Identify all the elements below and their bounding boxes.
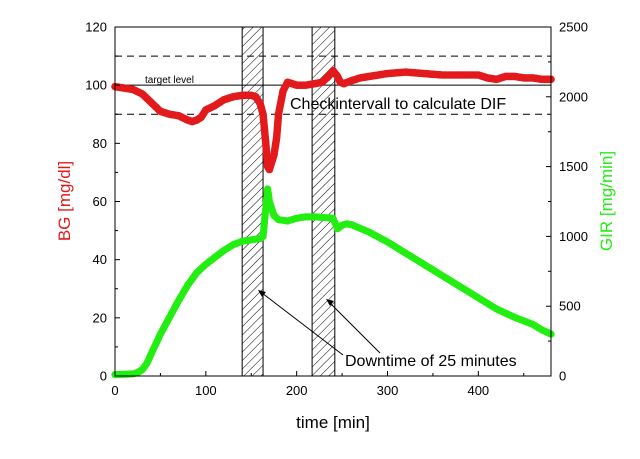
y-left-tick-label: 0 [100,369,107,384]
y-left-axis-ticks: 0 20 40 60 80 100 120 [85,20,120,384]
downtime-arrow-2 [329,302,381,354]
y-left-tick-label: 60 [93,194,107,209]
y-right-tick-label: 1500 [559,159,588,174]
x-tick-label: 100 [195,383,217,398]
y-left-tick-label: 80 [93,136,107,151]
downtime-arrow-1 [261,292,344,356]
y-right-axis-ticks: 0 500 1000 1500 2000 2500 [546,20,588,384]
reference-lines [115,55,551,115]
y-left-tick-label: 20 [93,310,107,325]
y-right-tick-label: 500 [559,299,581,314]
check-interval-annotation: Checkintervall to calculate DIF [290,96,506,113]
downtime-arrowhead-1 [258,290,266,297]
x-tick-label: 0 [111,383,118,398]
bg-series [111,66,555,174]
y-left-tick-label: 40 [93,252,107,267]
y-right-tick-label: 2000 [559,89,588,104]
x-tick-label: 300 [377,383,399,398]
x-axis-ticks: 0 100 200 300 400 [111,371,525,398]
y-left-axis-title: BG [mg/dl] [55,161,74,241]
downtime-arrowhead-2 [326,299,334,306]
x-tick-label: 400 [467,383,489,398]
x-axis-title: time [min] [296,413,370,432]
y-right-tick-label: 1000 [559,229,588,244]
y-left-tick-label: 100 [85,78,107,93]
target-level-label: target level [145,75,194,86]
y-right-tick-label: 0 [559,369,566,384]
hatched-region-1 [241,26,264,377]
y-right-tick-label: 2500 [559,20,588,35]
y-left-tick-label: 120 [85,20,107,35]
x-tick-label: 200 [286,383,308,398]
gir-series [111,185,555,379]
y-right-axis-title: GIR [mg/min] [597,151,616,251]
downtime-annotation: Downtime of 25 minutes [345,353,517,370]
